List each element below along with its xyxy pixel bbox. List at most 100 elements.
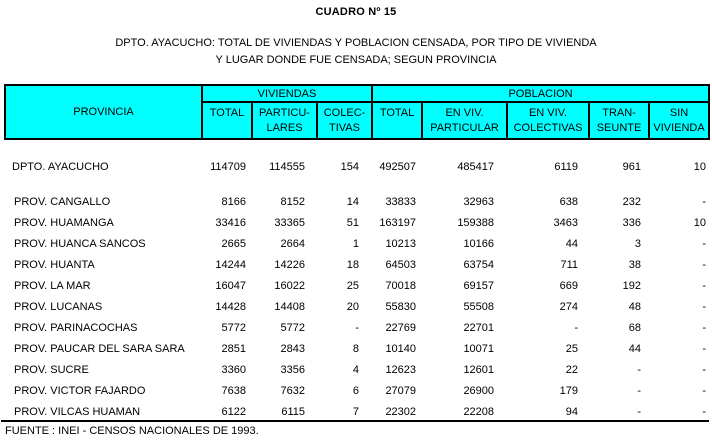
table-row: PROV. PAUCAR DEL SARA SARA 2851 2843 8 1… — [5, 338, 709, 359]
table-row: PROV. HUAMANGA 33416 33365 51 163197 159… — [5, 212, 709, 233]
cell-value: - — [702, 258, 707, 271]
cell-value: 3 — [634, 237, 642, 250]
group-header-poblacion: POBLACION — [371, 84, 711, 103]
row-label: PROV. LUCANAS — [14, 300, 103, 313]
row-label: PROV. PARINACOCHAS — [14, 321, 138, 334]
cell-value: 33416 — [215, 216, 246, 229]
table-number-title: CUADRO Nº 15 — [315, 6, 397, 18]
cell-value: 8152 — [280, 195, 305, 208]
cell-value: 114709 — [210, 160, 246, 173]
cell-value: - — [637, 384, 642, 397]
cell-value: 22701 — [463, 321, 495, 334]
cell-value: 14244 — [215, 258, 246, 271]
cell-value: 961 — [622, 160, 642, 173]
cell-value: 32963 — [463, 195, 495, 208]
cell-value: 14408 — [274, 300, 305, 313]
cell-value: 274 — [559, 300, 579, 313]
cell-value: 5772 — [221, 321, 246, 334]
cell-value: 38 — [628, 258, 642, 271]
cell-value: 7632 — [280, 384, 305, 397]
column-header-viviendas-total: TOTAL — [201, 101, 253, 140]
cell-value: 4 — [352, 363, 360, 376]
cell-value: 12623 — [385, 363, 417, 376]
table-row: PROV. LUCANAS 14428 14408 20 55830 55508… — [5, 296, 709, 317]
cell-value: 6115 — [281, 405, 305, 418]
cell-value: - — [702, 363, 707, 376]
row-label: PROV. CANGALLO — [14, 195, 111, 208]
row-label: PROV. SUCRE — [14, 363, 89, 376]
cell-value: 70018 — [385, 279, 417, 292]
row-label: PROV. HUAMANGA — [14, 216, 114, 229]
cell-value: - — [637, 363, 642, 376]
cell-value: 114555 — [269, 160, 305, 173]
cell-value: 6 — [352, 384, 360, 397]
column-header-sin-vivienda: SIN VIVIENDA — [648, 101, 711, 140]
cell-value: 33365 — [274, 216, 305, 229]
column-header-particulares: PARTICU- LARES — [251, 101, 318, 140]
cell-value: 10 — [693, 216, 707, 229]
cell-value: 48 — [628, 300, 642, 313]
cell-value: 44 — [565, 237, 579, 250]
cell-value: - — [702, 237, 707, 250]
cell-value: 14428 — [215, 300, 246, 313]
cell-value: 25 — [565, 342, 579, 355]
table-row: PROV. CANGALLO 8166 8152 14 33833 32963 … — [5, 191, 709, 212]
cell-value: - — [702, 321, 707, 334]
row-label: PROV. VILCAS HUAMAN — [14, 405, 141, 418]
cell-value: 22208 — [463, 405, 495, 418]
cell-value: 163197 — [379, 216, 417, 229]
cell-value: 6119 — [554, 160, 579, 173]
cell-value: 711 — [560, 258, 579, 271]
row-label: PROV. VICTOR FAJARDO — [14, 384, 146, 397]
cell-value: - — [637, 405, 642, 418]
cell-value: 16022 — [274, 279, 305, 292]
cell-value: 16047 — [215, 279, 246, 292]
cell-value: 18 — [346, 258, 360, 271]
cell-value: 44 — [628, 342, 642, 355]
cell-value: 20 — [346, 300, 360, 313]
row-label: PROV. HUANTA — [14, 258, 95, 271]
column-header-en-viv-particular: EN VIV. PARTICULAR — [421, 101, 509, 140]
table-row: PROV. VICTOR FAJARDO 7638 7632 6 27079 2… — [5, 380, 709, 401]
table-row: PROV. PARINACOCHAS 5772 5772 - 22769 227… — [5, 317, 709, 338]
cell-value: - — [702, 342, 707, 355]
table-header: PROVINCIA VIVIENDAS POBLACION TOTAL PART… — [4, 84, 711, 140]
cell-value: 7 — [352, 405, 360, 418]
cell-value: 64503 — [385, 258, 417, 271]
cell-value: 3463 — [553, 216, 579, 229]
cell-value: 492507 — [379, 160, 417, 173]
cell-value: 22769 — [385, 321, 417, 334]
cell-value: 2665 — [221, 237, 246, 250]
cell-value: 26900 — [463, 384, 495, 397]
column-header-transeunte: TRAN- SEUNTE — [588, 101, 651, 140]
cell-value: 22302 — [385, 405, 417, 418]
cell-value: 7638 — [221, 384, 246, 397]
cell-value: - — [702, 279, 707, 292]
cell-value: 8166 — [221, 195, 246, 208]
cell-value: 2664 — [280, 237, 305, 250]
table-subtitle-line1: DPTO. AYACUCHO: TOTAL DE VIVIENDAS Y POB… — [115, 37, 597, 49]
row-label: PROV. HUANCA SANCOS — [14, 237, 146, 250]
cell-value: 55508 — [463, 300, 495, 313]
cell-value: - — [702, 405, 707, 418]
table-row: PROV. HUANTA 14244 14226 18 64503 63754 … — [5, 254, 709, 275]
cell-value: 669 — [559, 279, 579, 292]
cell-value: 10 — [693, 160, 707, 173]
cell-value: 33833 — [385, 195, 417, 208]
table-row-dpto-total: DPTO. AYACUCHO 114709 114555 154 492507 … — [5, 156, 709, 177]
cell-value: 5772 — [280, 321, 305, 334]
cell-value: 2851 — [221, 342, 246, 355]
sub-header-row: TOTAL PARTICU- LARES COLEC- TIVAS TOTAL … — [5, 101, 711, 140]
cell-value: 1 — [352, 237, 360, 250]
cell-value: - — [702, 384, 707, 397]
cell-value: 51 — [346, 216, 360, 229]
row-label: PROV. LA MAR — [14, 279, 91, 292]
footer-divider-line — [1, 420, 709, 422]
census-data-table: PROVINCIA VIVIENDAS POBLACION TOTAL PART… — [4, 84, 711, 422]
cell-value: 2843 — [280, 342, 305, 355]
cell-value: 3356 — [280, 363, 305, 376]
column-header-colectivas: COLEC- TIVAS — [315, 101, 374, 140]
cell-value: 10140 — [385, 342, 417, 355]
cell-value: 232 — [622, 195, 642, 208]
